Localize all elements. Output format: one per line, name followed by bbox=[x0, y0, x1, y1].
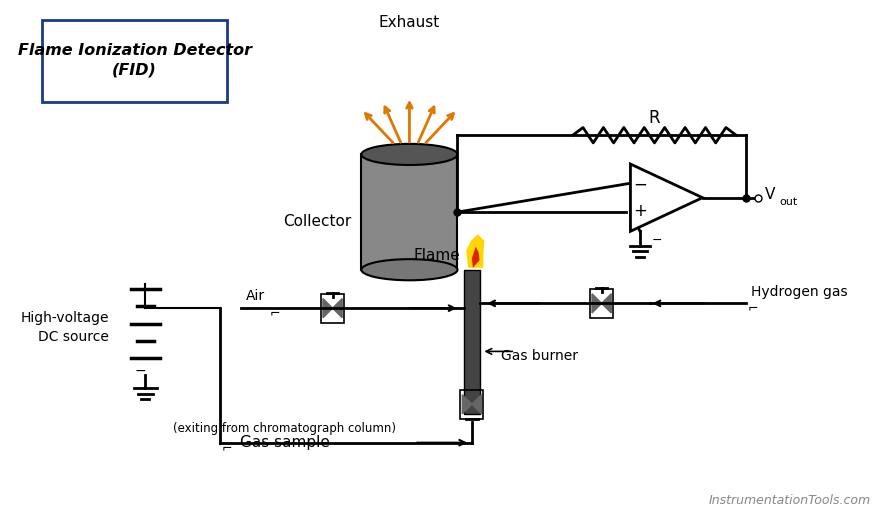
Text: R: R bbox=[648, 109, 659, 127]
Polygon shape bbox=[471, 247, 479, 268]
Text: Gas sample: Gas sample bbox=[239, 435, 329, 450]
Polygon shape bbox=[630, 164, 702, 231]
Text: ⌐: ⌐ bbox=[222, 441, 232, 454]
Text: (exiting from chromatograph column): (exiting from chromatograph column) bbox=[173, 421, 395, 434]
Text: Air: Air bbox=[245, 289, 265, 304]
Bar bbox=[321, 294, 344, 322]
Text: High-voltage
DC source: High-voltage DC source bbox=[20, 311, 109, 343]
Bar bbox=[589, 289, 612, 318]
FancyBboxPatch shape bbox=[43, 20, 227, 102]
Polygon shape bbox=[591, 294, 601, 313]
Polygon shape bbox=[323, 299, 332, 318]
Ellipse shape bbox=[361, 259, 457, 280]
Text: Flame Ionization Detector
(FID): Flame Ionization Detector (FID) bbox=[18, 43, 252, 78]
Text: InstrumentationTools.com: InstrumentationTools.com bbox=[708, 494, 870, 507]
Text: V: V bbox=[764, 187, 774, 203]
Text: −: − bbox=[633, 175, 646, 193]
Text: Gas burner: Gas burner bbox=[501, 349, 577, 363]
Ellipse shape bbox=[361, 144, 457, 165]
Text: ⌐: ⌐ bbox=[747, 302, 758, 315]
Polygon shape bbox=[332, 299, 342, 318]
Bar bbox=[463, 270, 479, 414]
Bar bbox=[361, 155, 457, 270]
Polygon shape bbox=[466, 234, 484, 268]
Polygon shape bbox=[601, 294, 610, 313]
Text: −: − bbox=[651, 235, 661, 247]
Text: ⌐: ⌐ bbox=[270, 307, 280, 319]
Text: Flame: Flame bbox=[413, 248, 460, 263]
Text: Collector: Collector bbox=[284, 214, 352, 229]
Polygon shape bbox=[471, 394, 481, 414]
Text: Hydrogen gas: Hydrogen gas bbox=[750, 285, 846, 299]
Text: out: out bbox=[779, 197, 797, 207]
Bar bbox=[460, 390, 483, 419]
Text: +: + bbox=[633, 202, 646, 220]
Text: Exhaust: Exhaust bbox=[378, 15, 439, 30]
Text: −: − bbox=[135, 363, 146, 378]
Polygon shape bbox=[462, 394, 471, 414]
